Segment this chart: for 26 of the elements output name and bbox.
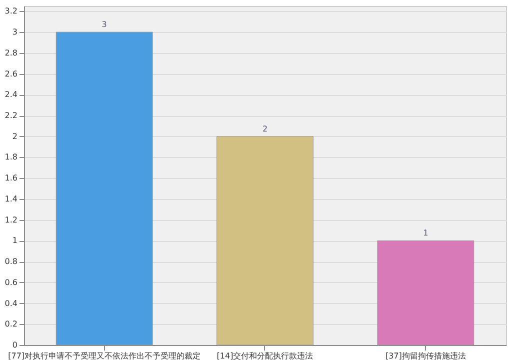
data-label: 2	[262, 124, 268, 134]
y-tick-label: 1	[12, 236, 18, 246]
y-tick-label: 2.8	[4, 48, 18, 58]
bar	[56, 32, 153, 346]
y-tick-label: 2.2	[4, 111, 18, 120]
x-tick-label: [14]交付和分配执行款违法	[216, 352, 314, 360]
y-tick-label: 0.8	[4, 257, 18, 266]
x-tick-label: [37]拘留拘传措施违法	[385, 352, 466, 360]
y-tick-label: 1.8	[4, 152, 18, 162]
data-label: 3	[102, 20, 107, 30]
y-tick-label: 1.4	[4, 194, 18, 204]
y-tick-label: 1.6	[4, 174, 18, 183]
x-tick-label: [77]对执行申请不予受理又不依法作出不予受理的裁定	[8, 352, 201, 360]
bar	[216, 136, 314, 346]
y-tick-label: 2.6	[4, 69, 18, 78]
y-tick-label: 1.2	[4, 215, 18, 224]
bar	[377, 240, 474, 346]
y-tick-label: 0.4	[4, 298, 18, 308]
y-tick-label: 3.2	[4, 6, 18, 16]
y-tick-label: 3	[12, 28, 18, 37]
y-tick-label: 0.2	[4, 320, 18, 329]
y-tick-label: 2	[12, 132, 18, 141]
y-tick-label: 0.6	[4, 278, 18, 287]
y-tick-label: 0	[12, 340, 18, 350]
y-tick-label: 2.4	[4, 90, 18, 100]
data-label: 1	[423, 228, 428, 238]
